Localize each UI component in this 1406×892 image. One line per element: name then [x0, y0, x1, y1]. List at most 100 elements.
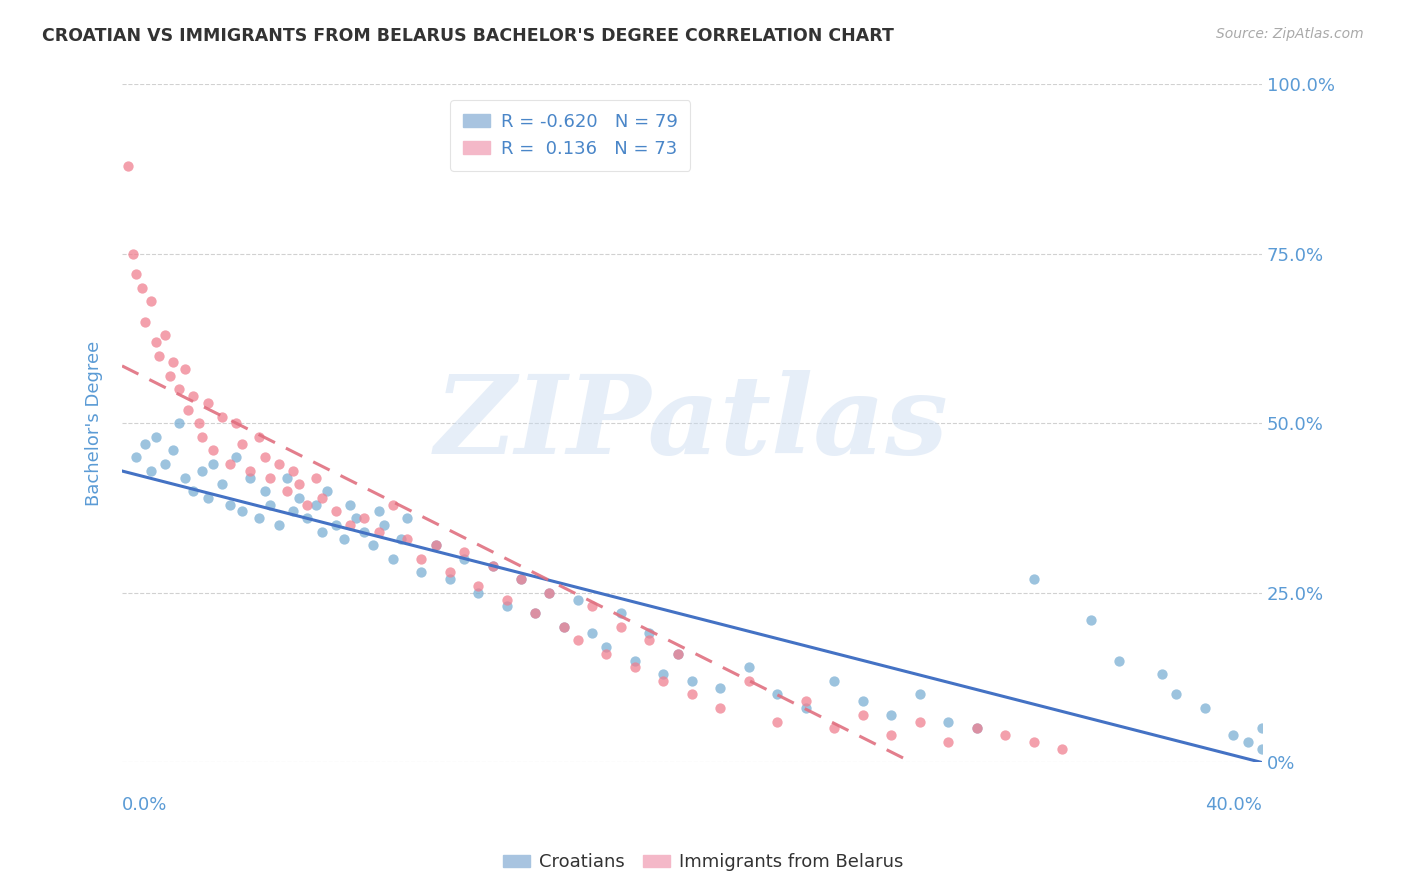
Point	[259, 470, 281, 484]
Point	[766, 688, 789, 702]
Point	[738, 660, 761, 674]
Point	[276, 484, 298, 499]
Point	[381, 552, 404, 566]
Point	[167, 383, 190, 397]
Point	[181, 389, 204, 403]
Point	[1222, 728, 1244, 742]
Point	[766, 714, 789, 729]
Point	[247, 430, 270, 444]
Point	[125, 450, 148, 465]
Point	[908, 688, 931, 702]
Point	[709, 681, 731, 695]
Point	[666, 647, 689, 661]
Point	[305, 470, 328, 484]
Point	[188, 417, 211, 431]
Point	[1194, 701, 1216, 715]
Point	[681, 673, 703, 688]
Point	[305, 498, 328, 512]
Point	[1251, 722, 1274, 736]
Point	[125, 267, 148, 281]
Point	[167, 417, 190, 431]
Text: 40.0%: 40.0%	[1205, 796, 1263, 814]
Point	[389, 532, 412, 546]
Point	[259, 498, 281, 512]
Point	[581, 626, 603, 640]
Text: 0.0%: 0.0%	[122, 796, 167, 814]
Point	[231, 504, 253, 518]
Point	[191, 464, 214, 478]
Y-axis label: Bachelor's Degree: Bachelor's Degree	[86, 341, 103, 506]
Point	[624, 660, 647, 674]
Point	[538, 586, 561, 600]
Point	[276, 470, 298, 484]
Point	[311, 491, 333, 505]
Point	[325, 518, 347, 533]
Point	[1080, 613, 1102, 627]
Point	[181, 484, 204, 499]
Point	[1251, 741, 1274, 756]
Point	[1166, 688, 1188, 702]
Point	[311, 524, 333, 539]
Point	[139, 464, 162, 478]
Point	[176, 402, 198, 417]
Point	[367, 524, 389, 539]
Point	[339, 498, 361, 512]
Point	[211, 409, 233, 424]
Point	[425, 538, 447, 552]
Point	[1108, 654, 1130, 668]
Point	[738, 673, 761, 688]
Point	[202, 457, 225, 471]
Point	[287, 491, 309, 505]
Point	[122, 247, 145, 261]
Point	[344, 511, 367, 525]
Point	[510, 572, 533, 586]
Point	[134, 315, 156, 329]
Point	[1052, 741, 1074, 756]
Point	[524, 606, 547, 620]
Point	[297, 511, 319, 525]
Point	[994, 728, 1017, 742]
Point	[162, 443, 184, 458]
Point	[638, 626, 661, 640]
Point	[581, 599, 603, 614]
Point	[966, 722, 988, 736]
Point	[495, 592, 517, 607]
Point	[638, 633, 661, 648]
Point	[267, 518, 290, 533]
Point	[339, 518, 361, 533]
Point	[1152, 667, 1174, 681]
Point	[361, 538, 384, 552]
Point	[225, 417, 247, 431]
Point	[145, 334, 167, 349]
Point	[333, 532, 356, 546]
Point	[219, 457, 242, 471]
Point	[966, 722, 988, 736]
Point	[353, 511, 375, 525]
Text: Source: ZipAtlas.com: Source: ZipAtlas.com	[1216, 27, 1364, 41]
Point	[681, 688, 703, 702]
Point	[239, 464, 262, 478]
Point	[852, 707, 875, 722]
Point	[153, 328, 176, 343]
Point	[197, 396, 219, 410]
Point	[211, 477, 233, 491]
Point	[453, 545, 475, 559]
Legend: R = -0.620   N = 79, R =  0.136   N = 73: R = -0.620 N = 79, R = 0.136 N = 73	[450, 100, 690, 170]
Legend: Croatians, Immigrants from Belarus: Croatians, Immigrants from Belarus	[495, 847, 911, 879]
Point	[117, 159, 139, 173]
Point	[538, 586, 561, 600]
Point	[325, 504, 347, 518]
Point	[381, 498, 404, 512]
Point	[709, 701, 731, 715]
Point	[823, 673, 845, 688]
Point	[880, 728, 903, 742]
Point	[938, 735, 960, 749]
Point	[652, 667, 675, 681]
Point	[134, 436, 156, 450]
Point	[467, 579, 489, 593]
Point	[938, 714, 960, 729]
Point	[567, 633, 589, 648]
Point	[145, 430, 167, 444]
Point	[411, 566, 433, 580]
Point	[1022, 572, 1045, 586]
